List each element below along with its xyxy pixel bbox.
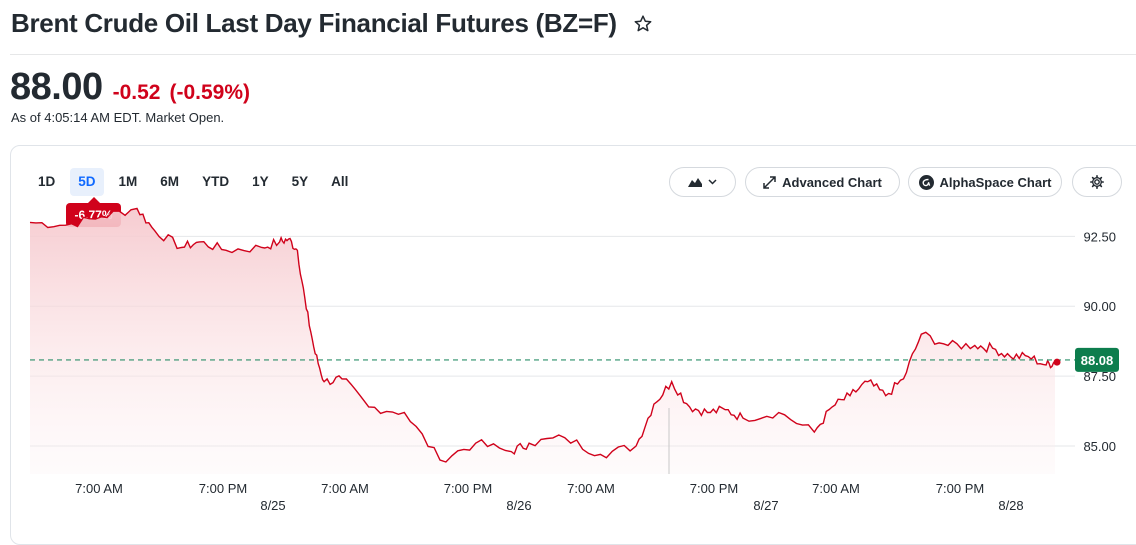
range-all[interactable]: All [331, 174, 349, 189]
price-chart[interactable]: 88.08 85.00 87.50 90.00 92.50 7:00 AM 7:00 P… [0, 0, 1136, 518]
range-selector: 1D 5D 1M 6M YTD 1Y 5Y All [30, 168, 363, 196]
price-change-percent: (-0.59%) [169, 81, 250, 104]
x-tick-label: 7:00 PM [690, 481, 738, 496]
range-1m[interactable]: 1M [118, 174, 138, 189]
expand-icon [763, 175, 776, 189]
alphaspace-logo-icon [918, 174, 934, 190]
price-line [29, 207, 1056, 463]
range-1y[interactable]: 1Y [252, 174, 269, 189]
star-outline-icon[interactable] [633, 14, 653, 34]
range-change-badge-pointer [88, 197, 100, 203]
price-area [30, 208, 1055, 474]
x-tick-label: 7:00 AM [812, 481, 860, 496]
x-tick-label: 7:00 PM [199, 481, 247, 496]
x-date-label: 8/27 [753, 498, 778, 513]
advanced-chart-button[interactable]: Advanced Chart [745, 167, 900, 197]
advanced-chart-label: Advanced Chart [782, 174, 882, 190]
x-tick-label: 7:00 AM [321, 481, 369, 496]
chart-settings-button[interactable] [1072, 167, 1122, 197]
current-price-tag-label: 88.08 [1081, 353, 1114, 368]
chart-type-button[interactable] [669, 167, 736, 197]
x-tick-label: 7:00 PM [936, 481, 984, 496]
range-ytd[interactable]: YTD [202, 174, 230, 189]
page-title: Brent Crude Oil Last Day Financial Futur… [11, 8, 617, 38]
x-date-label: 8/25 [260, 498, 285, 513]
range-5d[interactable]: 5D [70, 168, 104, 196]
chevron-down-icon [708, 179, 717, 185]
x-date-label: 8/28 [998, 498, 1023, 513]
y-tick-label: 87.50 [1083, 369, 1116, 384]
range-5y[interactable]: 5Y [291, 174, 309, 189]
x-tick-label: 7:00 PM [444, 481, 492, 496]
last-price-dot [1053, 358, 1061, 366]
gear-icon [1090, 175, 1104, 189]
mountain-chart-icon [688, 177, 702, 187]
quote-summary: 88.00 -0.52 (-0.59%) [10, 66, 250, 109]
range-6m[interactable]: 6M [160, 174, 180, 189]
price-change: -0.52 [112, 81, 161, 104]
y-tick-label: 90.00 [1083, 299, 1116, 314]
quote-timestamp: As of 4:05:14 AM EDT. Market Open. [11, 110, 225, 125]
y-tick-label: 92.50 [1083, 229, 1116, 244]
range-1d[interactable]: 1D [38, 174, 56, 189]
x-date-label: 8/26 [506, 498, 531, 513]
alphaspace-chart-label: AlphaSpace Chart [939, 174, 1052, 190]
current-price: 88.00 [10, 66, 103, 108]
current-price-tag: 88.08 [1075, 347, 1119, 372]
y-tick-label: 85.00 [1083, 439, 1116, 454]
header-divider [10, 54, 1136, 55]
header: Brent Crude Oil Last Day Financial Futur… [11, 8, 653, 39]
alphaspace-chart-button[interactable]: AlphaSpace Chart [908, 167, 1062, 197]
x-tick-label: 7:00 AM [75, 481, 123, 496]
x-tick-label: 7:00 AM [567, 481, 615, 496]
